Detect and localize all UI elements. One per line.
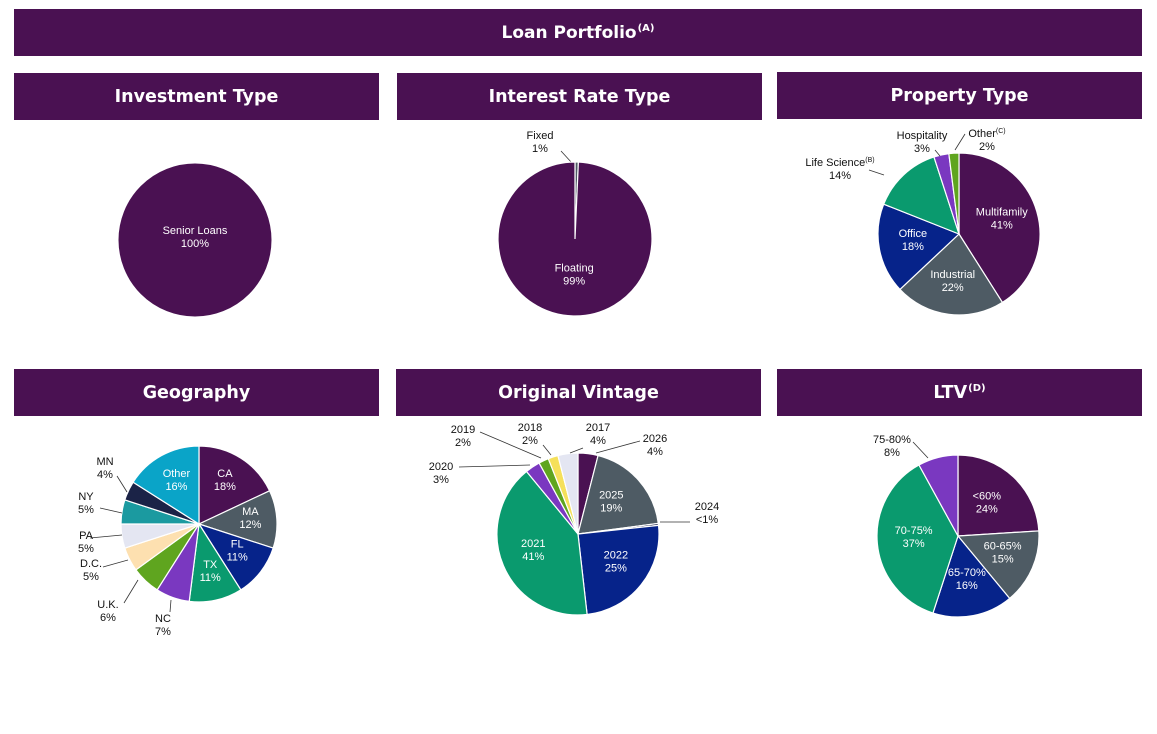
vintage-label-2017: 2017 4% [586, 422, 610, 447]
page-title: Loan Portfolio [501, 22, 637, 43]
vintage-slice-2021 [496, 470, 588, 616]
property-slice-industrial [899, 233, 1004, 316]
vintage-label-2020: 2020 3% [429, 461, 453, 486]
ltv-slice-65-70 [932, 534, 1011, 618]
page-title-bar: Loan Portfolio (A) [14, 9, 1142, 56]
geography-title-bar: Geography [14, 369, 379, 416]
property-label-multifamily: Multifamily 41% [976, 207, 1028, 232]
interest-label-floating: Floating 99% [555, 262, 594, 287]
geography-label-ma: MA 12% [239, 506, 261, 531]
interest-pie: Fixed 1% Floating 99% [497, 130, 653, 317]
interest-label-fixed: Fixed 1% [527, 130, 554, 155]
geography-label-u-k: U.K. 6% [97, 599, 118, 624]
geography-label-fl: FL 11% [227, 539, 248, 564]
vintage-leader-2017 [569, 447, 584, 454]
ltv-slice-70-75 [876, 464, 959, 614]
geography-label-mn: MN 4% [96, 456, 113, 481]
investment-type-title: Investment Type [114, 86, 279, 107]
investment-pie: Senior Loans 100% [117, 162, 273, 318]
ltv-slice-60-65 [956, 530, 1040, 600]
investment-label-senior-loans: Senior Loans 100% [163, 225, 228, 250]
ltv-title-bar: LTV (D) [777, 369, 1142, 416]
vintage-label-2018: 2018 2% [518, 422, 542, 447]
vintage-slice-2022 [577, 524, 660, 616]
investment-slice-senior-loans [117, 162, 273, 318]
ltv-label-65-70: 65-70% 16% [948, 567, 986, 592]
property-leader-life-science [868, 169, 885, 176]
property-leader-hospitality [934, 149, 941, 157]
ltv-title: LTV [933, 382, 968, 403]
property-type-title-bar: Property Type [777, 72, 1142, 119]
interest-rate-type-title-bar: Interest Rate Type [397, 73, 762, 120]
vintage-label-2025: 2025 19% [599, 489, 623, 514]
property-label-hospitality: Hospitality 3% [897, 130, 948, 155]
vintage-slice-2025 [577, 454, 659, 535]
property-label-life-science: Life Science(B) 14% [805, 157, 874, 182]
ltv-label-60-65: 60-65% 15% [984, 540, 1022, 565]
geography-label-pa: PA 5% [78, 530, 94, 555]
property-label-office: Office 18% [899, 228, 928, 253]
ltv-pie: <60% 24% 60-65% 15%65-70% 16% 70-75% 37% 75-80%… [873, 434, 1040, 618]
page-title-note: (A) [637, 23, 655, 34]
vintage-label-2024: 2024 <1% [695, 501, 719, 526]
vintage-leader-2026 [595, 440, 641, 454]
geography-leader-d-c [102, 559, 129, 568]
property-slice-other [948, 152, 960, 235]
original-vintage-title-bar: Original Vintage [396, 369, 761, 416]
original-vintage-title: Original Vintage [498, 382, 659, 403]
vintage-slice-2017 [557, 452, 579, 535]
interest-leader-fixed [560, 150, 573, 164]
property-slice-office [877, 203, 961, 291]
geography-leader-nc [169, 599, 172, 613]
geography-label-tx: TX 11% [200, 559, 221, 584]
vintage-label-2022: 2022 25% [604, 549, 628, 574]
property-label-other: Other(C) 2% [968, 128, 1005, 153]
geography-slice-other [132, 445, 200, 526]
geography-leader-u-k [123, 579, 139, 604]
interest-slice-floating [497, 161, 653, 317]
ltv-label-70-75: 70-75% 37% [895, 525, 933, 550]
geography-label-other: Other 16% [163, 468, 191, 493]
geography-leader-mn [116, 475, 128, 493]
investment-type-title-bar: Investment Type [14, 73, 379, 120]
vintage-pie: 2026 4% 2025 19% 2024 <1% 2022 25% 2021 41% 2020 3%… [429, 422, 719, 616]
geography-slice-ca [198, 445, 271, 525]
property-type-title: Property Type [890, 85, 1029, 106]
vintage-leader-2018 [542, 444, 552, 456]
vintage-leader-2019 [479, 431, 542, 459]
geography-label-ca: CA 18% [214, 468, 236, 493]
geography-pie: CA 18%MA 12% FL 11% TX 11% NC 7% U.K. 6% D.C. 5% PA 5%… [78, 445, 278, 638]
ltv-title-note: (D) [968, 383, 986, 394]
geography-title: Geography [142, 382, 251, 403]
vintage-label-2021: 2021 41% [521, 538, 545, 563]
vintage-leader-2020 [458, 464, 531, 468]
property-pie: Multifamily 41% Industrial 22%Office 18% Life… [805, 128, 1041, 316]
interest-rate-type-title: Interest Rate Type [488, 86, 671, 107]
geography-leader-pa [89, 534, 123, 539]
ltv-label-75-80: 75-80% 8% [873, 434, 911, 459]
geography-label-d-c: D.C. 5% [80, 558, 102, 583]
property-leader-other [954, 133, 966, 151]
property-label-industrial: Industrial 22% [930, 269, 975, 294]
ltv-slice-60 [957, 454, 1040, 537]
vintage-label-2019: 2019 2% [451, 424, 475, 449]
geography-leader-ny [99, 507, 123, 514]
ltv-label-60: <60% 24% [973, 490, 1002, 515]
geography-label-nc: NC 7% [155, 613, 171, 638]
ltv-slice-75-80 [918, 454, 959, 537]
ltv-leader-75-80 [912, 441, 929, 459]
vintage-label-2026: 2026 4% [643, 433, 667, 458]
geography-label-ny: NY 5% [78, 491, 94, 516]
